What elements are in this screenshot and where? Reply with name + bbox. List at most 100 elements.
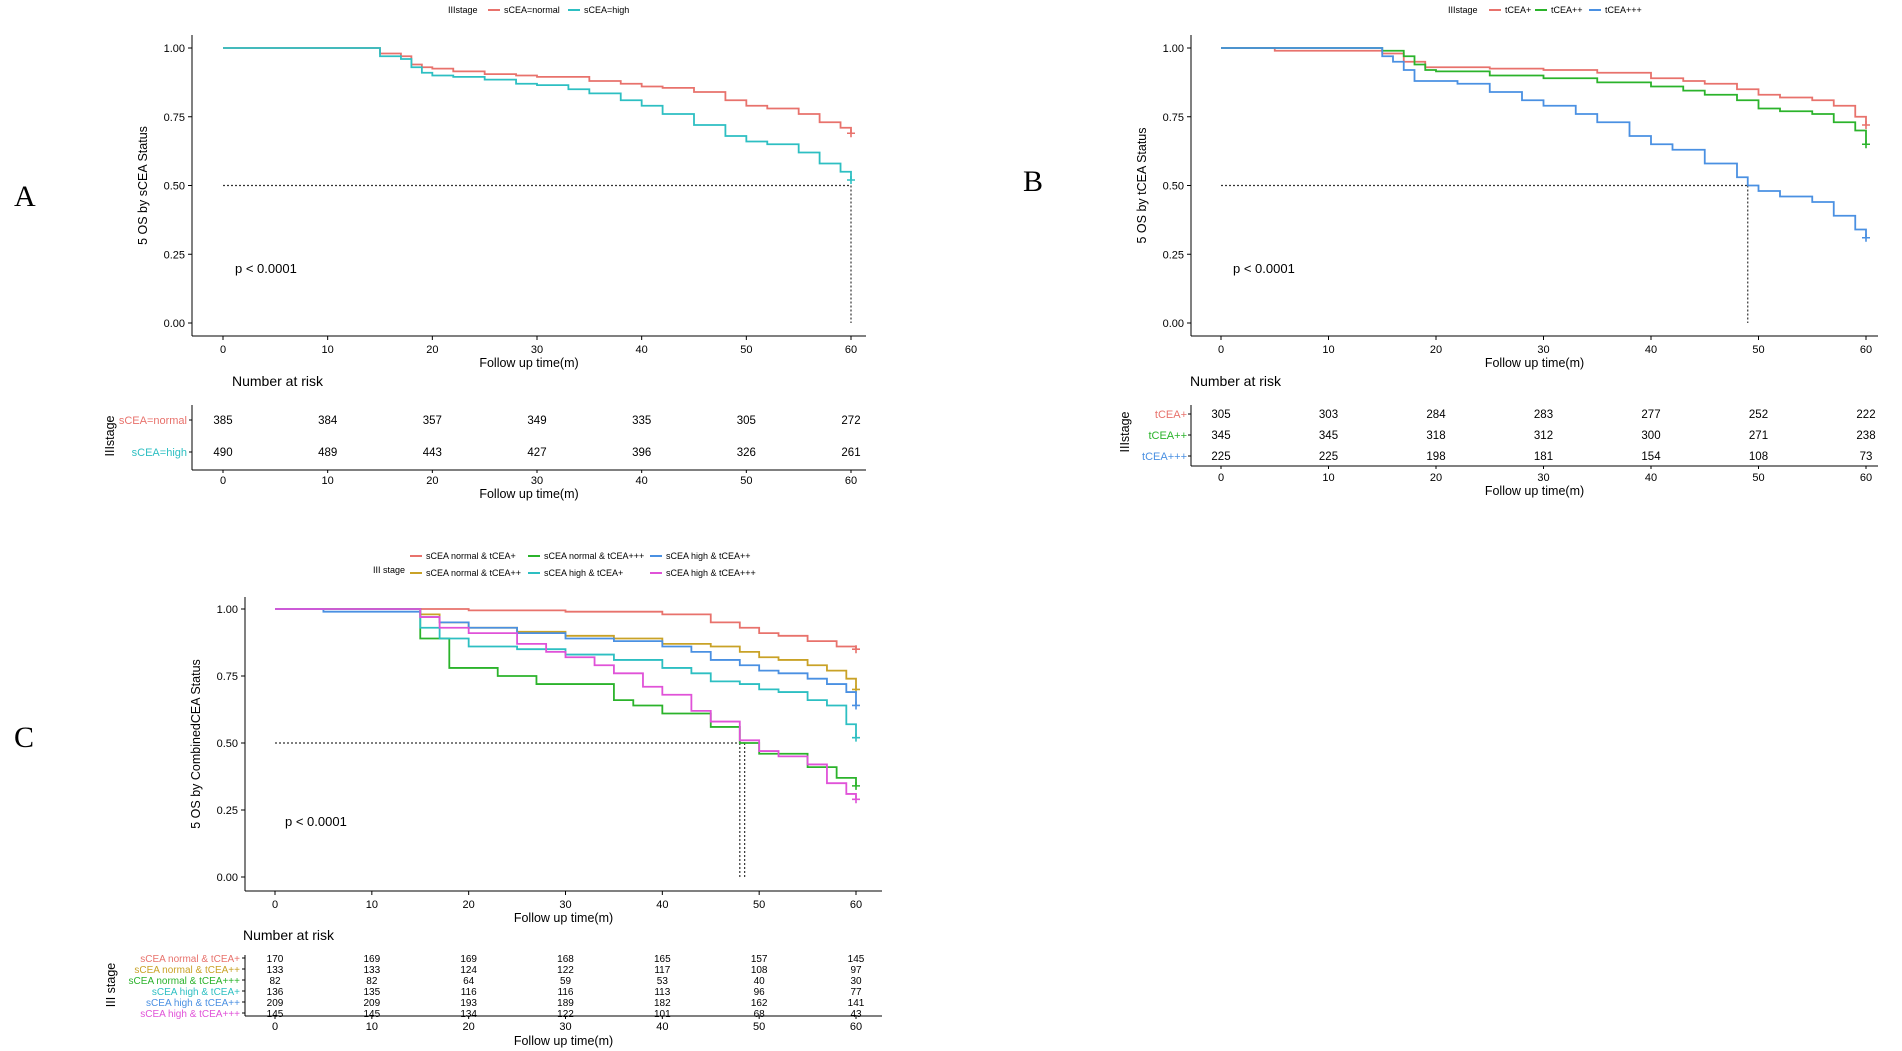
legend-label: sCEA normal & tCEA+++ (544, 551, 644, 561)
x-tick-label: 0 (220, 344, 226, 356)
legend-title: III stage (373, 565, 405, 575)
risk-x-tick-label: 10 (366, 1021, 378, 1033)
y-tick-label: 0.00 (217, 872, 238, 884)
x-tick-label: 20 (1430, 344, 1442, 356)
risk-x-tick-label: 10 (1322, 472, 1334, 484)
x-tick-label: 10 (322, 344, 334, 356)
y-tick-label: 1.00 (164, 43, 185, 55)
legend-label: sCEA=normal (504, 5, 560, 15)
risk-count: 68 (754, 1009, 766, 1020)
y-tick-label: 1.00 (1163, 43, 1184, 55)
risk-count: 122 (557, 1009, 574, 1020)
risk-row-label: sCEA normal & tCEA++ (134, 965, 240, 976)
legend-label: sCEA high & tCEA+++ (666, 568, 756, 578)
risk-count: 312 (1534, 430, 1553, 442)
risk-count: 193 (460, 998, 477, 1009)
risk-count: 40 (754, 976, 766, 987)
legend-label: sCEA high & tCEA+ (544, 568, 623, 578)
risk-x-tick-label: 0 (220, 475, 226, 487)
risk-x-tick-label: 50 (753, 1021, 765, 1033)
risk-x-tick-label: 40 (636, 475, 648, 487)
risk-row-label: sCEA normal & tCEA+++ (129, 976, 241, 987)
risk-x-tick-label: 40 (656, 1021, 668, 1033)
risk-count: 345 (1211, 430, 1230, 442)
risk-count: 238 (1856, 430, 1875, 442)
risk-x-tick-label: 0 (1218, 472, 1224, 484)
y-tick-label: 0.00 (1163, 318, 1184, 330)
risk-count: 82 (366, 976, 378, 987)
risk-count: 43 (850, 1009, 862, 1020)
risk-count: 113 (654, 987, 670, 998)
risk-count: 165 (654, 954, 671, 965)
y-tick-label: 0.75 (1163, 112, 1184, 124)
risk-count: 225 (1319, 451, 1338, 463)
risk-table-title: Number at risk (1190, 373, 1282, 389)
risk-count: 261 (841, 447, 860, 459)
risk-count: 30 (850, 976, 862, 987)
panel-a: A 0.00 0.25 0.50 0.75 1.00 0 10 20 30 40 50 60 Follow… (14, 5, 866, 501)
risk-count: 116 (461, 987, 477, 998)
risk-x-axis-title: Follow up time(m) (479, 487, 578, 501)
risk-count: 335 (632, 415, 651, 427)
y-axis-title: 5 OS by CombinedCEA Status (189, 659, 203, 829)
risk-count: 141 (848, 998, 865, 1009)
risk-count: 145 (363, 1009, 380, 1020)
x-tick-label: 60 (845, 344, 857, 356)
risk-table: Number at risk sCEA=normal 385 384 357 349 335… (103, 373, 866, 501)
x-tick-label: 40 (656, 899, 668, 911)
y-tick-label: 0.25 (1163, 249, 1184, 261)
legend-label: sCEA normal & tCEA+ (426, 551, 516, 561)
panel-letter-a: A (14, 180, 36, 213)
risk-count: 116 (558, 987, 574, 998)
risk-count: 134 (460, 1009, 477, 1020)
risk-count: 135 (363, 987, 380, 998)
risk-count: 283 (1534, 409, 1553, 421)
censor-mark (852, 701, 860, 710)
x-tick-label: 40 (636, 344, 648, 356)
p-value: p < 0.0001 (1233, 261, 1295, 276)
risk-count: 117 (654, 965, 670, 976)
x-axis-title: Follow up time(m) (479, 356, 578, 370)
risk-x-tick-label: 10 (322, 475, 334, 487)
risk-count: 490 (213, 447, 232, 459)
km-curve (1221, 47, 1867, 125)
risk-count: 154 (1641, 451, 1661, 463)
km-curve (223, 47, 852, 180)
censor-mark (852, 795, 860, 804)
risk-x-tick-label: 50 (740, 475, 752, 487)
risk-count: 345 (1319, 430, 1338, 442)
risk-x-tick-label: 30 (559, 1021, 571, 1033)
risk-table-title: Number at risk (243, 927, 335, 943)
legend-label: tCEA+++ (1605, 5, 1642, 15)
y-tick-label: 0.00 (164, 318, 185, 330)
censor-mark (847, 176, 855, 184)
risk-row-label: tCEA+++ (1142, 451, 1187, 463)
panel-letter-c: C (14, 721, 34, 754)
risk-count: 73 (1860, 451, 1873, 463)
p-value: p < 0.0001 (235, 261, 297, 276)
x-tick-label: 30 (1537, 344, 1549, 356)
risk-count: 64 (463, 976, 475, 987)
risk-count: 300 (1641, 430, 1660, 442)
x-tick-label: 10 (1322, 344, 1334, 356)
censor-mark (847, 129, 855, 138)
risk-count: 396 (632, 447, 651, 459)
risk-count: 305 (737, 415, 756, 427)
km-curve (1221, 47, 1867, 145)
risk-row-label: sCEA normal & tCEA+ (140, 954, 240, 965)
y-tick-label: 0.75 (217, 671, 238, 683)
risk-count: 82 (269, 976, 281, 987)
legend-title: IIIstage (448, 5, 478, 15)
risk-x-tick-label: 60 (1860, 472, 1872, 484)
risk-count: 384 (318, 415, 338, 427)
legend: III stage sCEA normal & tCEA+ sCEA normal … (373, 551, 756, 578)
risk-count: 489 (318, 447, 337, 459)
censor-mark (1862, 140, 1870, 149)
censor-mark (1862, 121, 1870, 129)
x-tick-label: 50 (753, 899, 765, 911)
risk-count: 170 (267, 954, 284, 965)
risk-row-label: tCEA+ (1155, 409, 1187, 421)
x-tick-label: 30 (559, 899, 571, 911)
